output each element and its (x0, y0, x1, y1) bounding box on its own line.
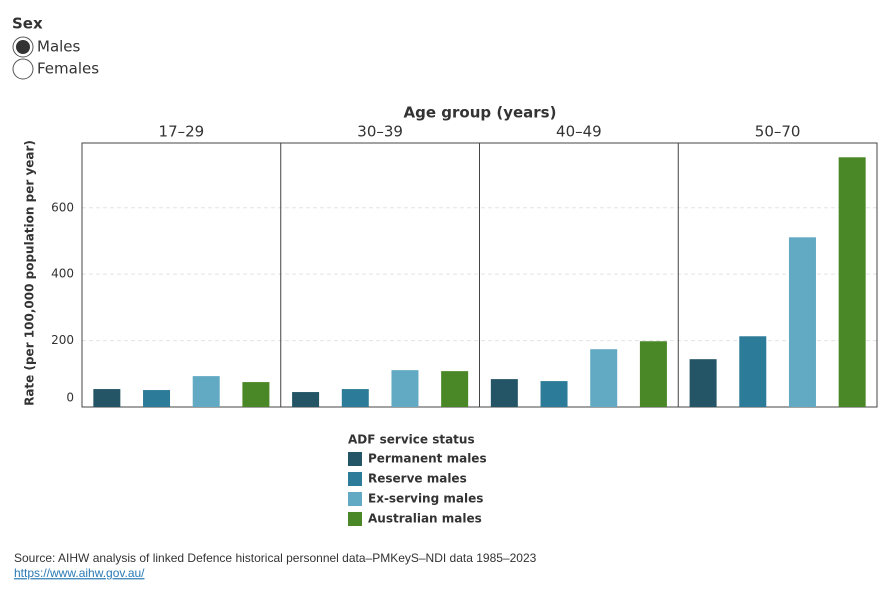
panel-label: 30–39 (357, 123, 403, 141)
bar (590, 349, 618, 407)
y-tick-label: 600 (51, 200, 74, 214)
bar (341, 389, 369, 407)
bar (192, 376, 220, 407)
bar (490, 379, 518, 407)
source: Source: AIHW analysis of linked Defence … (14, 551, 537, 565)
bar (391, 370, 419, 407)
y-tick-label: 200 (51, 333, 74, 347)
panel-label: 40–49 (556, 123, 602, 141)
bar (242, 382, 270, 407)
legend-label: Permanent males (368, 452, 487, 466)
radio-dot (16, 40, 30, 54)
bar (739, 336, 767, 407)
bar (540, 381, 568, 407)
bar (639, 341, 667, 407)
y-axis-label: Rate (per 100,000 population per year) (23, 140, 37, 406)
legend-label: Ex-serving males (368, 492, 483, 506)
y-tick-label: 0 (66, 391, 74, 405)
bar (788, 237, 816, 407)
chart-title: Age group (years) (404, 104, 557, 122)
panel-label: 50–70 (755, 123, 801, 141)
y-tick-label: 400 (51, 267, 74, 281)
bar (143, 390, 171, 407)
legend-swatch (348, 452, 362, 466)
legend-swatch (348, 512, 362, 526)
legend-title: ADF service status (348, 433, 475, 447)
legend-label: Reserve males (368, 472, 467, 486)
bar (838, 157, 866, 407)
legend-swatch (348, 472, 362, 486)
legend-label: Australian males (368, 512, 482, 526)
bar (441, 371, 469, 407)
radio-button[interactable] (12, 58, 34, 80)
panel-label: 17–29 (159, 123, 205, 141)
bar (689, 359, 717, 407)
legend-swatch (348, 492, 362, 506)
bar (292, 392, 320, 407)
radio-label[interactable]: Females (37, 60, 99, 78)
control-label: Sex (12, 15, 43, 33)
bar (93, 389, 121, 407)
source-link[interactable]: https://www.aihw.gov.au/ (14, 566, 145, 580)
radio-label[interactable]: Males (37, 38, 81, 56)
